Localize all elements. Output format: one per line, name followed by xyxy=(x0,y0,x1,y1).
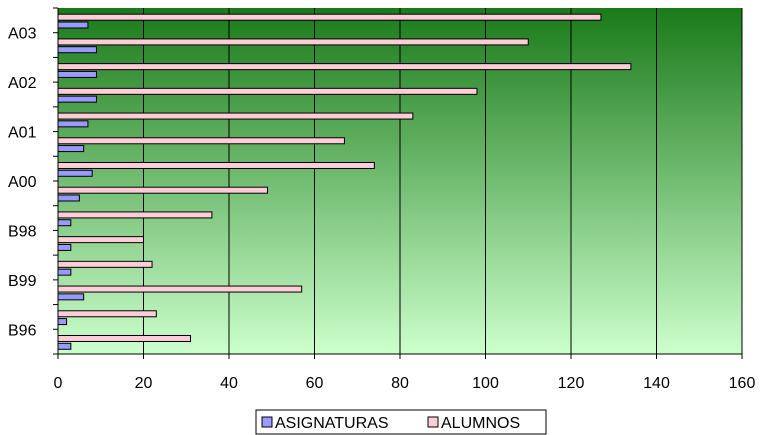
legend-label-asignaturas: ASIGNATURAS xyxy=(275,415,389,432)
tick-labels: B96 B99 B98 A00 A01 A02 A03 0 20 40 60 80 100 120 140 1… xyxy=(8,26,755,392)
legend-swatch-asignaturas xyxy=(261,416,273,428)
bar-alumnos xyxy=(57,334,192,342)
bar-alumnos xyxy=(57,310,157,318)
bar-alumnos xyxy=(57,161,375,169)
y-tick-label: A01 xyxy=(8,125,37,142)
y-tick-label: B99 xyxy=(8,273,37,290)
bar-asignaturas xyxy=(57,243,72,251)
bar-alumnos xyxy=(57,63,632,71)
bar-asignaturas xyxy=(57,145,85,153)
x-tick-label: 0 xyxy=(54,375,63,392)
bar-asignaturas xyxy=(57,293,85,301)
bar-alumnos xyxy=(57,38,529,46)
bar-asignaturas xyxy=(57,194,80,202)
x-tick-label: 160 xyxy=(729,375,756,392)
legend-swatch-alumnos xyxy=(427,416,439,428)
axes xyxy=(53,7,743,359)
bar-alumnos xyxy=(57,112,414,120)
bar-alumnos xyxy=(57,87,478,95)
bar-asignaturas xyxy=(57,46,97,54)
legend-label-alumnos: ALUMNOS xyxy=(441,415,520,432)
bar-asignaturas xyxy=(57,21,89,29)
bar-alumnos xyxy=(57,13,602,21)
bar-alumnos xyxy=(57,285,303,293)
bar-alumnos xyxy=(57,211,213,219)
x-tick-label: 40 xyxy=(220,375,238,392)
y-tick-label: B96 xyxy=(8,322,37,339)
bar-asignaturas xyxy=(57,219,72,227)
bar-alumnos xyxy=(57,137,345,145)
bar-asignaturas xyxy=(57,318,68,326)
bars xyxy=(57,13,632,350)
bar-alumnos xyxy=(57,260,153,268)
legend-box xyxy=(255,409,547,435)
bar-asignaturas xyxy=(57,268,72,276)
bar-asignaturas xyxy=(57,70,97,78)
bar-alumnos xyxy=(57,236,144,244)
bar-alumnos xyxy=(57,186,268,194)
x-tick-label: 100 xyxy=(472,375,499,392)
bar-asignaturas xyxy=(57,169,93,177)
x-tick-label: 140 xyxy=(643,375,670,392)
y-tick-label: A03 xyxy=(8,26,37,43)
legend: ASIGNATURAS ALUMNOS xyxy=(255,409,547,435)
x-tick-label: 120 xyxy=(558,375,585,392)
y-tick-label: A02 xyxy=(8,75,37,92)
x-tick-label: 80 xyxy=(391,375,409,392)
y-tick-label: A00 xyxy=(8,174,37,191)
bar-asignaturas xyxy=(57,342,72,350)
bar-asignaturas xyxy=(57,120,89,128)
y-tick-label: B98 xyxy=(8,223,37,240)
x-tick-label: 20 xyxy=(135,375,153,392)
bar-asignaturas xyxy=(57,95,97,103)
x-tick-label: 60 xyxy=(306,375,324,392)
